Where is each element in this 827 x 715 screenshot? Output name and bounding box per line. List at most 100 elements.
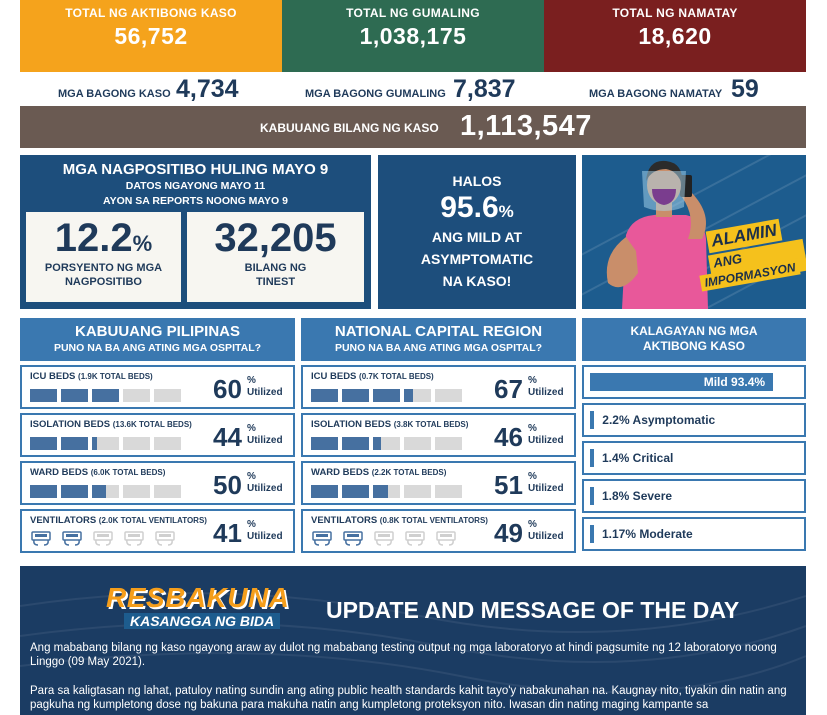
- hospital-subtitle: PUNO NA BA ANG ATING MGA OSPITAL?: [334, 342, 543, 354]
- bed-unit-bar: [404, 437, 431, 450]
- utilization-percent: 60: [213, 374, 242, 404]
- bed-unit-bar: [123, 485, 150, 498]
- positivity-rate-caption-1: PORSYENTO NG MGA: [44, 262, 163, 274]
- status-row: 2.2% Asymptomatic: [582, 403, 806, 437]
- bed-type: WARD BEDS: [30, 467, 89, 478]
- bed-type: ISOLATION BEDS: [30, 419, 111, 430]
- bed-type: ISOLATION BEDS: [311, 419, 392, 430]
- bed-type: WARD BEDS: [311, 467, 370, 478]
- status-bar-fill: [590, 525, 594, 543]
- utilization-percent: 50: [213, 470, 242, 500]
- status-label: 1.17% Moderate: [602, 527, 693, 541]
- utilization-label: Utilized: [247, 435, 283, 446]
- mild-panel: HALOS 95.6% ANG MILD AT ASYMPTOMATIC NA …: [378, 155, 576, 309]
- total-cases-label: KABUUANG BILANG NG KASO: [260, 121, 439, 135]
- total-recovered-label: TOTAL NG GUMALING: [346, 6, 480, 20]
- bed-total: (0.8K TOTAL VENTILATORS): [379, 516, 488, 525]
- bed-unit-bar: [311, 389, 338, 402]
- bed-row-isolation-beds: ISOLATION BEDS (13.6K TOTAL BEDS) 44% Util…: [20, 413, 295, 457]
- bed-total: (3.8K TOTAL BEDS): [393, 420, 469, 429]
- bed-unit-fill: [92, 485, 106, 498]
- info-promo-image: ALAMIN ANG TAMANG IMPORMASYON: [582, 155, 806, 309]
- status-header: KALAGAYAN NG MGA AKTIBONG KASO: [582, 318, 806, 361]
- bed-row-label: ISOLATION BEDS (3.8K TOTAL BEDS): [311, 419, 468, 430]
- hospital-header: KABUUANG PILIPINAS PUNO NA BA ANG ATING …: [20, 318, 295, 361]
- bed-unit-bar: [154, 485, 181, 498]
- utilization-suffix: % Utilized: [528, 375, 564, 399]
- utilization-unit: %: [528, 471, 537, 482]
- bed-type: VENTILATORS: [311, 515, 378, 526]
- bed-unit-fill: [92, 389, 119, 402]
- bed-unit-fill: [342, 485, 369, 498]
- ventilator-icon: [342, 531, 364, 552]
- mild-line-1: HALOS: [452, 173, 502, 189]
- bed-total: (2.0K TOTAL VENTILATORS): [98, 516, 207, 525]
- positivity-subtitle-2: AYON SA REPORTS NOONG MAYO 9: [103, 195, 288, 207]
- bed-row-ward-beds: WARD BEDS (6.0K TOTAL BEDS) 50% Utilized: [20, 461, 295, 505]
- bed-unit-bar: [30, 389, 57, 402]
- hospital-panel-philippines: KABUUANG PILIPINAS PUNO NA BA ANG ATING …: [20, 318, 295, 553]
- tested-value: 32,205: [214, 216, 337, 260]
- status-row: 1.4% Critical: [582, 441, 806, 475]
- new-recovered-label: MGA BAGONG GUMALING: [305, 88, 446, 100]
- utilization-percent: 67: [494, 374, 523, 404]
- tested-card: 32,205 BILANG NG TINEST: [187, 212, 364, 302]
- new-recovered: MGA BAGONG GUMALING 7,837: [305, 74, 545, 104]
- bed-unit-fill: [404, 389, 414, 402]
- utilization-percent: 51: [494, 470, 523, 500]
- bed-row-label: VENTILATORS (0.8K TOTAL VENTILATORS): [311, 515, 488, 526]
- ventilator-icon: [404, 531, 426, 552]
- status-bar-fill: [590, 411, 595, 429]
- bed-row-isolation-beds: ISOLATION BEDS (3.8K TOTAL BEDS) 46% Utili…: [301, 413, 576, 457]
- mild-value: 95.6: [440, 191, 499, 224]
- bed-type: VENTILATORS: [30, 515, 97, 526]
- ventilator-icon: [30, 531, 52, 552]
- utilization-percent: 44: [213, 422, 242, 452]
- positivity-rate-caption-2: NAGPOSITIBO: [64, 276, 142, 288]
- mild-line-3: ASYMPTOMATIC: [420, 251, 534, 267]
- bed-unit-bar: [61, 437, 88, 450]
- resbakuna-tagline: KASANGGA NG BIDA: [124, 613, 281, 629]
- bed-unit-bar: [61, 485, 88, 498]
- bed-unit-bar: [342, 485, 369, 498]
- bed-unit-fill: [61, 437, 88, 450]
- active-case-status-panel: KALAGAYAN NG MGA AKTIBONG KASO Mild 93.4…: [582, 318, 806, 551]
- mild-line-4: NA KASO!: [442, 273, 512, 289]
- bed-unit-bar: [373, 485, 400, 498]
- bed-unit-bar: [92, 437, 119, 450]
- bed-unit-bar: [342, 389, 369, 402]
- bed-unit-fill: [92, 437, 98, 450]
- hospital-title: NATIONAL CAPITAL REGION: [334, 323, 543, 340]
- bed-row-label: ICU BEDS (0.7K TOTAL BEDS): [311, 371, 434, 382]
- mild-line-2: ANG MILD AT: [431, 229, 523, 245]
- woman-illustration: [606, 160, 708, 309]
- bed-unit-bar: [154, 437, 181, 450]
- bed-row-label: VENTILATORS (2.0K TOTAL VENTILATORS): [30, 515, 207, 526]
- bed-row-label: WARD BEDS (6.0K TOTAL BEDS): [30, 467, 165, 478]
- positivity-rate-unit: %: [132, 231, 153, 256]
- ventilator-icon: [311, 531, 333, 552]
- total-deaths-value: 18,620: [638, 23, 712, 49]
- bed-unit-bar: [342, 437, 369, 450]
- bed-unit-bar: [61, 389, 88, 402]
- status-bar-fill: [590, 487, 594, 505]
- status-bar-fill: [590, 449, 594, 467]
- bed-unit-fill: [30, 389, 57, 402]
- bed-unit-fill: [30, 485, 57, 498]
- status-label: 1.8% Severe: [602, 489, 673, 503]
- hospital-subtitle: PUNO NA BA ANG ATING MGA OSPITAL?: [53, 342, 262, 354]
- ventilator-icon: [373, 531, 395, 552]
- bed-unit-fill: [311, 437, 338, 450]
- bed-unit-fill: [61, 389, 88, 402]
- bed-unit-fill: [373, 437, 382, 450]
- bed-unit-bar: [435, 485, 462, 498]
- bed-type: ICU BEDS: [30, 371, 76, 382]
- status-row: Mild 93.4%: [582, 365, 806, 399]
- bed-unit-bar: [123, 389, 150, 402]
- update-paragraph-2: Para sa kaligtasan ng lahat, patuloy nat…: [30, 685, 787, 711]
- bed-unit-bar: [30, 485, 57, 498]
- utilization-label: Utilized: [247, 531, 283, 542]
- new-deaths-value: 59: [731, 75, 759, 103]
- positivity-subtitle-1: DATOS NGAYONG MAYO 11: [125, 180, 266, 192]
- status-title-2: AKTIBONG KASO: [643, 339, 745, 353]
